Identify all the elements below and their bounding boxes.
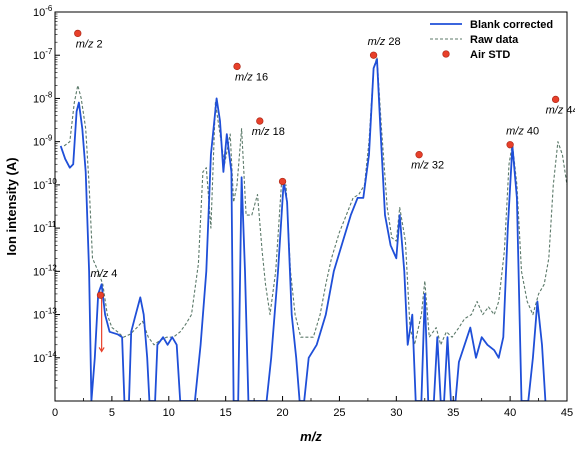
mz-annotation: m/z 16	[235, 71, 268, 83]
y-axis-label: Ion intensity (A)	[4, 157, 19, 255]
legend-label: Raw data	[470, 34, 519, 46]
x-tick-label: 25	[333, 407, 345, 419]
blank-corrected-line	[59, 58, 547, 401]
legend-swatch-marker	[442, 50, 450, 58]
mz-annotation: m/z 28	[368, 36, 401, 48]
x-tick-label: 35	[447, 407, 459, 419]
air-std-point	[256, 117, 264, 125]
mz-annotation: m/z 18	[252, 126, 285, 138]
air-std-point	[96, 291, 105, 299]
mz4-arrow-head	[98, 347, 105, 353]
y-tick-label: 10-13	[33, 307, 57, 322]
x-axis-label: m/z	[300, 429, 322, 444]
air-std-point	[369, 51, 378, 59]
mz-annotation: m/z 32	[411, 160, 444, 172]
mz-annotation: m/z 4	[91, 268, 118, 280]
air-std-point	[74, 29, 82, 38]
y-tick-label: 10-14	[33, 350, 57, 365]
x-tick-label: 20	[276, 407, 288, 419]
air-std-point	[506, 141, 514, 149]
mz-annotation: m/z 40	[506, 126, 539, 138]
air-std-point	[551, 95, 560, 104]
x-tick-label: 45	[561, 407, 573, 419]
x-tick-label: 30	[390, 407, 402, 419]
air-std-markers: m/z 2 m/z 4 m/z 16 m/z 18 m/z 28 m/z 32 m/z 40…	[74, 29, 575, 353]
plot-frame	[54, 11, 568, 402]
legend: Blank corrected Raw data Air STD	[430, 19, 553, 61]
tick-labels: 0 5 10 15 20 25 30 35 40 45 10-14 10-13 10-12 10-11 10…	[4, 4, 573, 444]
air-std-point	[278, 177, 287, 186]
legend-label: Blank corrected	[470, 19, 553, 31]
mz-annotation: m/z 44	[546, 104, 575, 116]
x-tick-label: 40	[504, 407, 516, 419]
y-tick-label: 10-11	[33, 220, 57, 235]
y-tick-label: 10-9	[33, 134, 53, 149]
x-tick-label: 15	[220, 407, 232, 419]
axes	[54, 11, 568, 402]
y-tick-label: 10-10	[33, 177, 57, 192]
x-tick-label: 0	[52, 407, 58, 419]
y-tick-label: 10-6	[33, 4, 53, 19]
series-layer	[59, 56, 567, 401]
legend-label: Air STD	[470, 49, 510, 61]
air-std-point	[415, 151, 423, 159]
x-tick-label: 10	[163, 407, 175, 419]
mz-annotation: m/z 2	[76, 38, 103, 50]
y-tick-label: 10-7	[33, 47, 53, 62]
y-tick-label: 10-12	[33, 263, 57, 278]
y-tick-label: 10-8	[33, 90, 53, 105]
x-tick-label: 5	[109, 407, 115, 419]
air-std-point	[233, 62, 241, 71]
